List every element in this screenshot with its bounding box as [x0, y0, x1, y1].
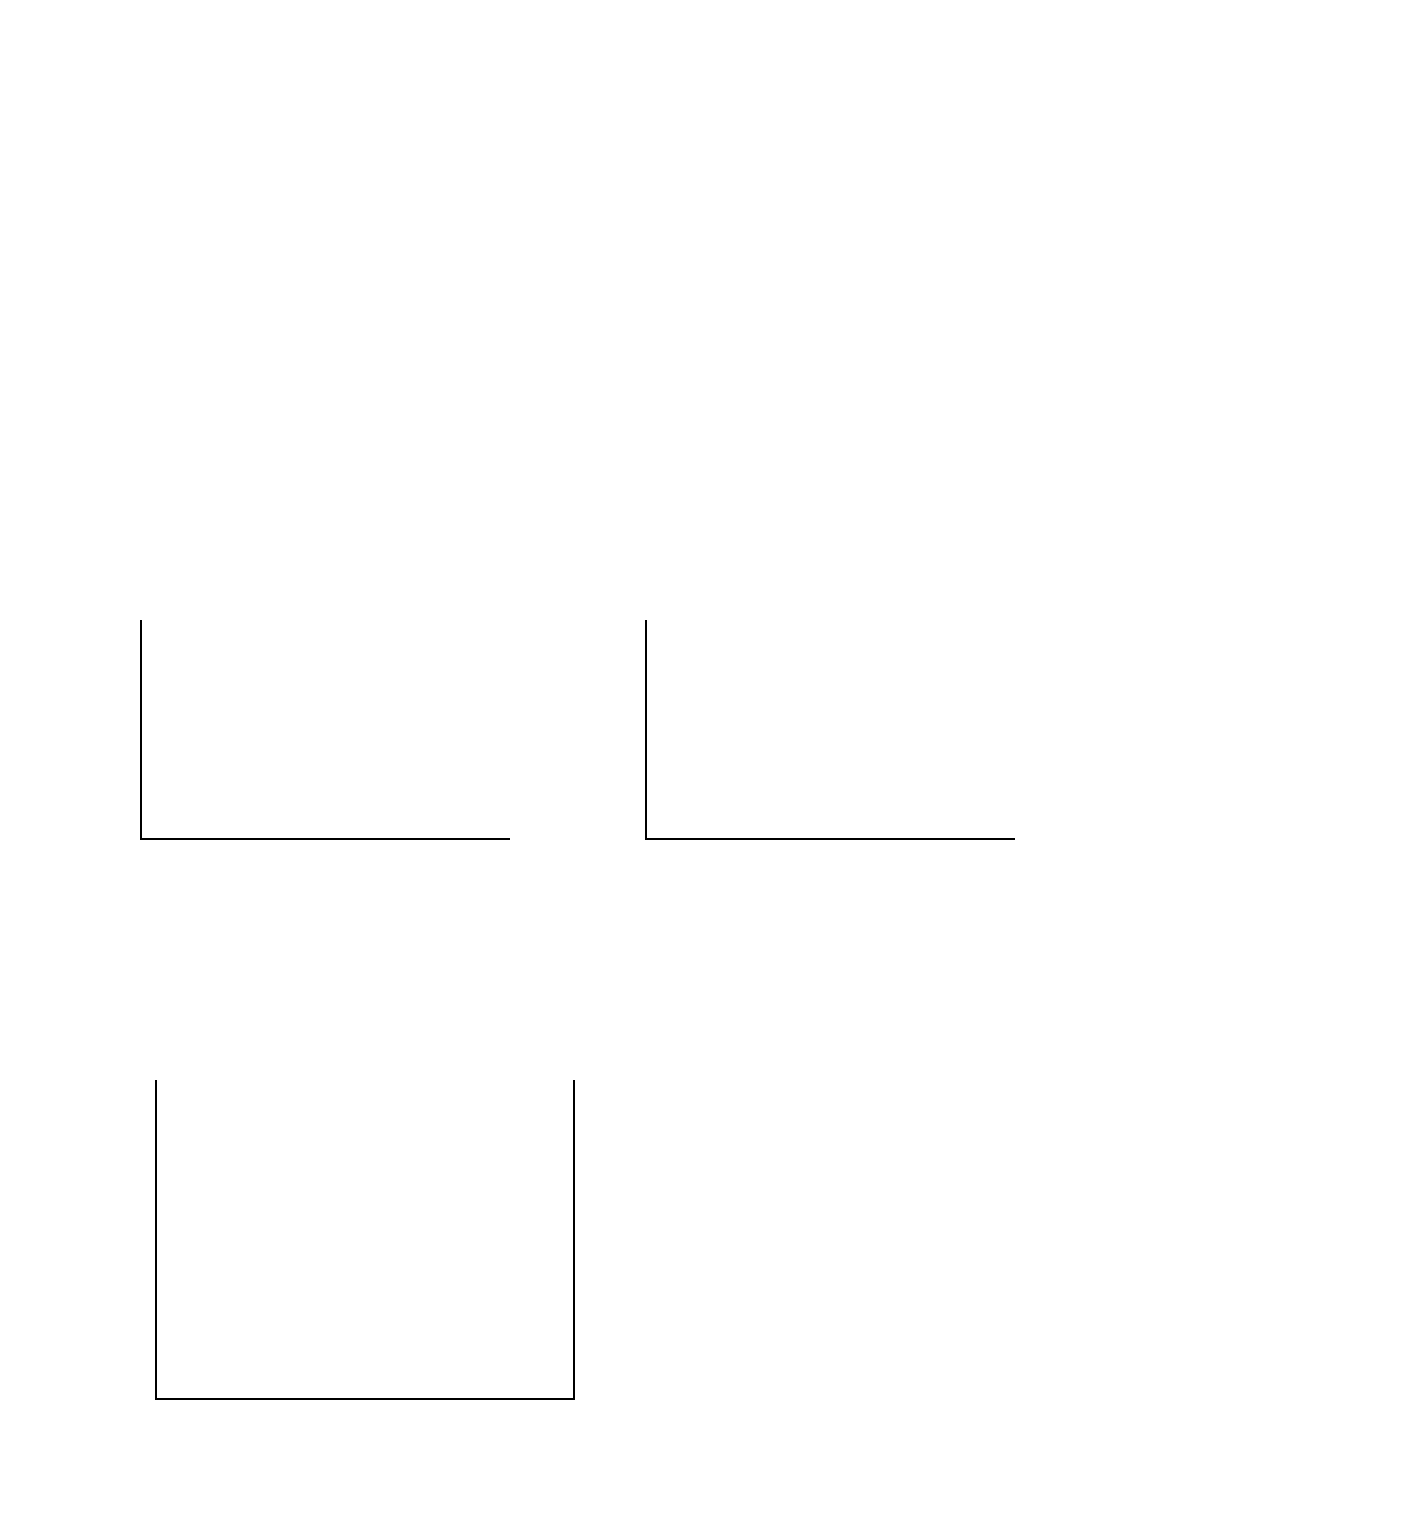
figure-root: [20, 20, 1400, 1520]
panel-d-chart: [565, 590, 1025, 890]
panel-c-chart: [60, 590, 520, 890]
panel-e-chart: [80, 1020, 640, 1460]
